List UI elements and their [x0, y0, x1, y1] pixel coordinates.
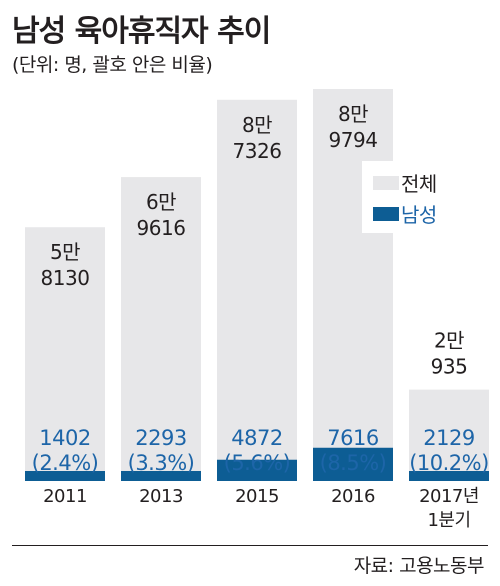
male-bar-2	[217, 459, 297, 481]
male-value-label-3: 7616	[327, 426, 379, 450]
male-value-label-0: 1402	[39, 426, 90, 450]
total-bar-2	[217, 99, 297, 481]
legend-label-male: 남성	[401, 203, 437, 227]
total-label-unit-3: 8만	[338, 102, 368, 126]
total-label-rest-3: 9794	[329, 128, 378, 152]
source-note: 자료: 고용노동부	[353, 555, 485, 577]
category-label-2: 2015	[235, 486, 279, 507]
male-value-label-4: 2129	[423, 426, 474, 450]
male-bar-3	[313, 447, 393, 481]
total-label-unit-4: 2만	[434, 329, 464, 353]
legend-swatch-total	[373, 176, 399, 190]
total-label-rest-1: 9616	[137, 216, 186, 240]
male-bar-4	[409, 471, 489, 481]
total-bar-0	[25, 227, 105, 481]
source-divider	[12, 545, 488, 546]
male-ratio-label-3: (8.5%)	[320, 451, 387, 475]
category-label-4: 2017년	[419, 486, 479, 507]
total-label-unit-1: 6만	[146, 190, 176, 214]
male-ratio-label-0: (2.4%)	[32, 451, 99, 475]
category-label-3: 2016	[331, 486, 375, 507]
legend-label-total: 전체	[401, 172, 437, 196]
male-bar-1	[121, 470, 201, 481]
category-label-4-line2: 1분기	[427, 510, 470, 531]
total-label-rest-2: 7326	[233, 139, 282, 163]
category-label-0: 2011	[43, 486, 87, 507]
total-label-unit-2: 8만	[242, 113, 272, 137]
chart-subtitle: (단위: 명, 괄호 안은 비율)	[12, 54, 213, 76]
category-label-1: 2013	[139, 486, 183, 507]
total-bar-3	[313, 89, 393, 481]
male-ratio-label-4: (10.2%)	[409, 451, 489, 475]
total-label-rest-0: 8130	[41, 266, 90, 290]
total-label-unit-0: 5만	[50, 240, 80, 264]
male-value-label-1: 2293	[135, 426, 186, 450]
male-ratio-label-2: (5.6%)	[224, 451, 291, 475]
male-value-label-2: 4872	[231, 426, 282, 450]
total-bar-4	[409, 389, 489, 481]
legend-swatch-male	[373, 207, 399, 221]
total-bar-1	[121, 177, 201, 482]
male-bar-0	[25, 471, 105, 481]
male-ratio-label-1: (3.3%)	[128, 451, 195, 475]
total-label-rest-4: 935	[431, 355, 468, 379]
chart-title: 남성 육아휴직자 추이	[12, 14, 271, 49]
